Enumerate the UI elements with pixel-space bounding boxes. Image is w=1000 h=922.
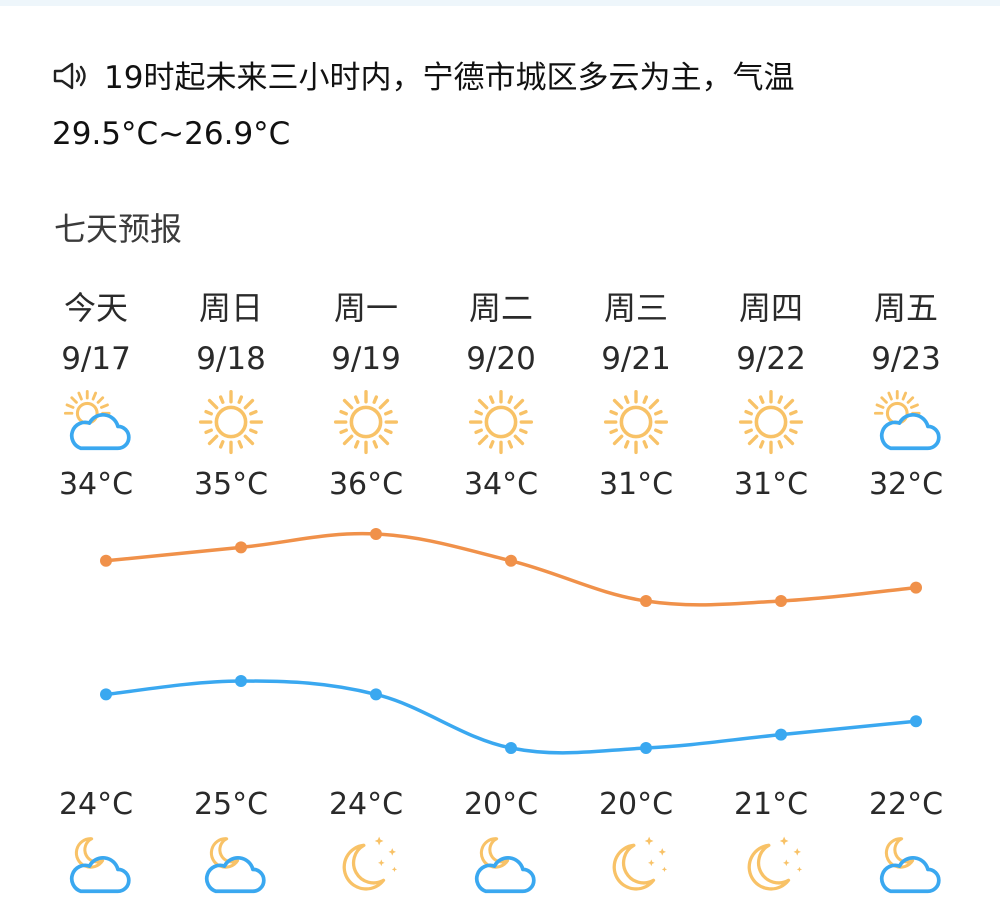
day-date: 9/22 (736, 341, 806, 377)
sun-icon (433, 384, 569, 460)
forecast-day-5[interactable]: 周四 9/22 31°C 21°C (703, 282, 839, 891)
high-temp: 35°C (193, 467, 269, 502)
high-temp: 32°C (868, 467, 944, 502)
temperature-chart (100, 528, 922, 755)
day-name: 周日 (198, 289, 263, 327)
high-temp: 31°C (598, 467, 674, 502)
day-date: 9/18 (196, 341, 266, 377)
weather-notice: 19时起未来三小时内，宁德市城区多云为主，气温29.5°C~26.9°C (52, 50, 972, 162)
clear-night-icon (703, 827, 839, 903)
high-temp-point (505, 554, 517, 567)
high-temp-point (640, 595, 652, 607)
day-date: 9/21 (601, 341, 671, 377)
forecast-day-6[interactable]: 周五 9/23 32°C 22°C (838, 282, 974, 894)
partly-cloudy-night-icon (163, 827, 299, 903)
day-date: 9/20 (466, 341, 536, 377)
day-date: 9/23 (871, 341, 941, 377)
low-temp-point (505, 742, 517, 754)
low-temp-point (100, 688, 112, 701)
sun-icon (163, 384, 299, 460)
forecast-day-1[interactable]: 周日 9/18 35°C 25°C (163, 282, 299, 894)
low-temp-point (235, 675, 247, 687)
low-temp-point (640, 742, 652, 754)
forecast-day-0[interactable]: 今天 9/17 34°C 24°C (28, 282, 164, 894)
day-date: 9/19 (331, 341, 401, 377)
day-name: 周一 (333, 289, 398, 327)
partly-cloudy-night-icon (28, 827, 164, 903)
high-temp-point (775, 595, 787, 607)
high-temp-point (910, 581, 922, 594)
partly-cloudy-night-icon (838, 827, 974, 903)
top-band (0, 0, 1000, 6)
low-temp: 20°C (598, 787, 674, 822)
speaker-icon[interactable] (52, 61, 90, 91)
low-temp-point (910, 715, 922, 728)
sun-icon (703, 384, 839, 460)
low-temp: 22°C (868, 787, 944, 822)
day-name: 周二 (468, 289, 533, 327)
low-temp-point (370, 688, 382, 701)
high-temp-point (100, 554, 112, 567)
high-temp: 34°C (463, 467, 539, 502)
day-name: 今天 (63, 289, 128, 327)
clear-night-icon (298, 827, 434, 903)
high-temp: 34°C (58, 467, 134, 502)
high-temp: 36°C (328, 467, 404, 502)
sun-icon (568, 384, 704, 460)
low-temp: 25°C (193, 787, 269, 822)
seven-day-forecast: 今天 9/17 34°C 24°C 周日 9/18 35°C 25°C 周一 9/19 36°C 24… (28, 282, 973, 922)
forecast-day-2[interactable]: 周一 9/19 36°C 24°C (298, 282, 434, 891)
high-temp-point (370, 528, 382, 540)
partly-cloudy-day-icon (28, 384, 164, 460)
partly-cloudy-day-icon (838, 384, 974, 460)
low-temp: 24°C (328, 787, 404, 822)
clear-night-icon (568, 827, 704, 903)
forecast-day-3[interactable]: 周二 9/20 34°C 20°C (433, 282, 569, 894)
day-name: 周三 (603, 289, 668, 327)
day-name: 周四 (738, 289, 803, 327)
high-temp: 31°C (733, 467, 809, 502)
high-temp-line (105, 531, 917, 607)
sun-icon (298, 384, 434, 460)
low-temp: 20°C (463, 787, 539, 822)
high-temp-point (235, 541, 247, 554)
low-temp: 21°C (733, 787, 809, 822)
low-temp: 24°C (58, 787, 134, 822)
low-temp-point (775, 728, 787, 741)
partly-cloudy-night-icon (433, 827, 569, 903)
notice-text: 19时起未来三小时内，宁德市城区多云为主，气温29.5°C~26.9°C (52, 60, 795, 152)
section-title: 七天预报 (54, 210, 183, 248)
day-name: 周五 (873, 289, 938, 327)
forecast-day-4[interactable]: 周三 9/21 31°C 20°C (568, 282, 704, 891)
day-date: 9/17 (61, 341, 131, 377)
